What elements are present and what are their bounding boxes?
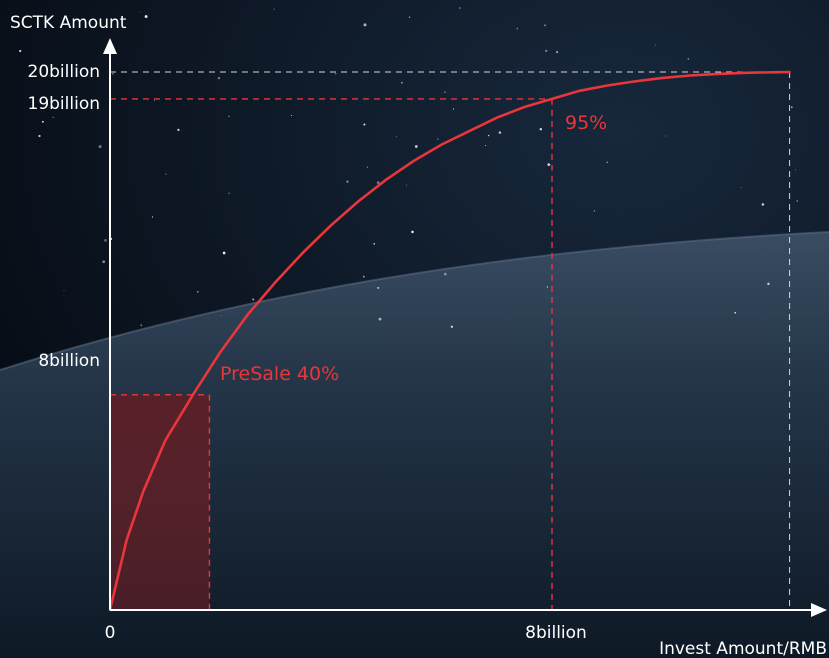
x-tick-label-0: 0 bbox=[105, 623, 116, 643]
star bbox=[546, 286, 549, 288]
star bbox=[144, 15, 148, 18]
star bbox=[346, 180, 349, 183]
presale-annotation: PreSale 40% bbox=[220, 363, 339, 385]
star bbox=[545, 49, 548, 53]
star bbox=[373, 243, 375, 245]
star bbox=[41, 120, 44, 123]
star bbox=[154, 99, 155, 101]
star bbox=[687, 58, 690, 60]
star bbox=[606, 161, 608, 164]
star bbox=[443, 272, 447, 276]
star bbox=[544, 24, 546, 27]
star bbox=[196, 290, 199, 293]
star bbox=[291, 115, 293, 116]
star bbox=[547, 163, 551, 167]
x-axis-arrow bbox=[811, 603, 827, 617]
star bbox=[376, 181, 380, 184]
star bbox=[458, 7, 461, 9]
star bbox=[220, 315, 222, 317]
star bbox=[485, 145, 487, 147]
star bbox=[401, 81, 403, 84]
star bbox=[444, 91, 446, 93]
star bbox=[98, 145, 102, 149]
star bbox=[395, 136, 397, 138]
star bbox=[414, 145, 418, 148]
y-tick-label-8billion: 8billion bbox=[38, 351, 100, 371]
star bbox=[38, 134, 41, 138]
star bbox=[252, 298, 255, 301]
star bbox=[450, 325, 453, 328]
star bbox=[556, 51, 559, 54]
star bbox=[452, 108, 455, 110]
x-tick-label-8billion: 8billion bbox=[525, 623, 587, 643]
release-curve bbox=[108, 70, 791, 612]
star bbox=[228, 115, 230, 118]
star bbox=[222, 251, 226, 255]
star bbox=[664, 135, 666, 137]
star bbox=[767, 282, 770, 286]
star bbox=[378, 317, 382, 321]
star bbox=[734, 311, 737, 314]
star bbox=[406, 184, 408, 186]
star bbox=[539, 127, 543, 131]
star bbox=[363, 23, 367, 27]
star bbox=[139, 11, 141, 13]
y-axis-arrow bbox=[103, 38, 117, 54]
star bbox=[498, 131, 502, 134]
star bbox=[228, 192, 230, 194]
star bbox=[111, 73, 114, 75]
star bbox=[796, 200, 798, 202]
star bbox=[63, 290, 65, 292]
star bbox=[740, 187, 742, 189]
star bbox=[366, 166, 368, 168]
presale-region bbox=[110, 394, 210, 610]
star bbox=[104, 239, 107, 242]
star bbox=[363, 123, 366, 126]
y-axis-title: SCTK Amount bbox=[10, 13, 127, 33]
star bbox=[165, 173, 167, 175]
x-axis-title: Invest Amount/RMB bbox=[659, 639, 827, 658]
star bbox=[217, 76, 221, 80]
star bbox=[437, 138, 439, 140]
star bbox=[516, 27, 519, 30]
star bbox=[487, 134, 490, 137]
star bbox=[273, 8, 275, 10]
star bbox=[362, 275, 365, 278]
star bbox=[761, 203, 765, 206]
star bbox=[593, 210, 596, 212]
star bbox=[151, 216, 154, 218]
moon-horizon-glow bbox=[0, 231, 829, 371]
star bbox=[140, 324, 143, 327]
star bbox=[408, 16, 411, 18]
stars bbox=[19, 7, 798, 328]
y-tick-label-20billion: 20billion bbox=[28, 62, 101, 82]
star bbox=[102, 260, 106, 264]
star bbox=[377, 286, 380, 289]
star bbox=[334, 72, 337, 75]
star bbox=[19, 49, 22, 53]
ninety-five-percent-annotation: 95% bbox=[565, 112, 607, 134]
y-tick-label-19billion: 19billion bbox=[28, 94, 101, 114]
guide-lines bbox=[110, 71, 791, 610]
star bbox=[790, 106, 793, 109]
star bbox=[52, 116, 54, 119]
star bbox=[794, 169, 796, 171]
star bbox=[654, 44, 656, 46]
star bbox=[411, 230, 414, 234]
star bbox=[177, 128, 180, 132]
